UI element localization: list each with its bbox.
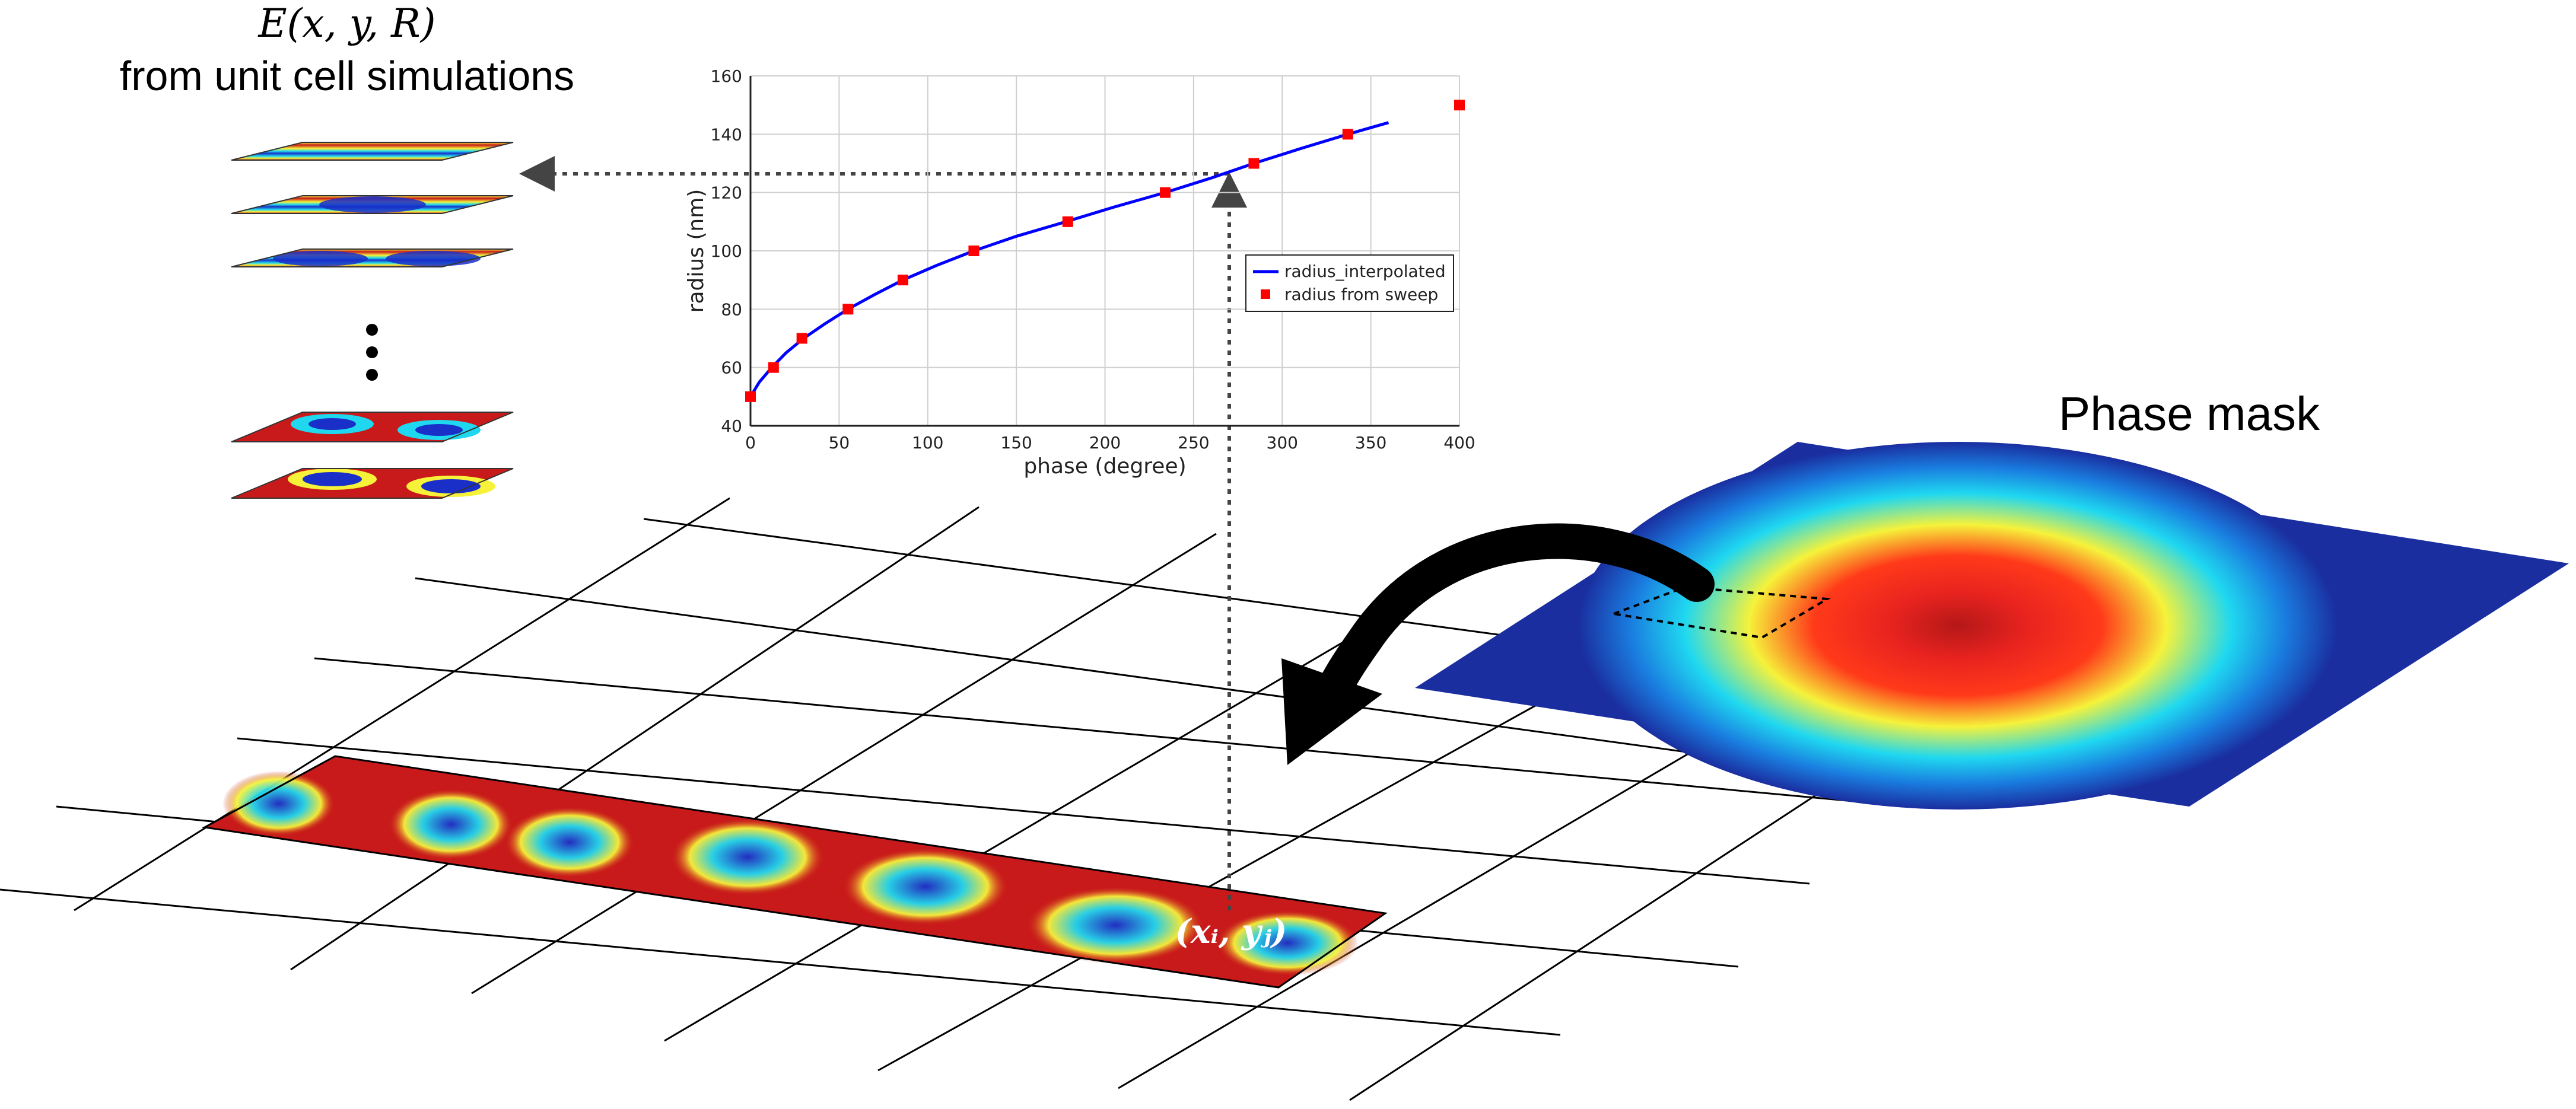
field-title: E(x, y, R)	[257, 1, 435, 46]
x-tick-label: 50	[829, 433, 850, 452]
x-tick-label: 400	[1443, 433, 1475, 452]
ellipsis-dot	[366, 369, 378, 381]
data-point	[1342, 129, 1353, 140]
data-point	[745, 391, 756, 402]
strip-blobs	[222, 771, 1359, 976]
x-tick-label: 200	[1089, 433, 1121, 452]
field-slice	[231, 142, 514, 161]
data-point	[768, 362, 779, 373]
field-slice	[231, 412, 514, 442]
field-subtitle: from unit cell simulations	[120, 53, 574, 99]
y-tick-label: 100	[711, 241, 742, 261]
coordinate-label: (xᵢ, yⱼ)	[1175, 912, 1287, 951]
phase-mask	[1415, 442, 2569, 810]
data-point	[842, 304, 854, 315]
legend-box	[1245, 254, 1454, 312]
phase-mask-label: Phase mask	[2059, 387, 2320, 440]
x-tick-label: 100	[912, 433, 943, 452]
x-tick-label: 250	[1178, 433, 1209, 452]
legend-label: radius from sweep	[1284, 285, 1438, 304]
data-point	[796, 333, 807, 344]
x-tick-label: 300	[1267, 433, 1298, 452]
x-tick-label: 150	[1000, 433, 1032, 452]
field-slice	[231, 468, 514, 499]
y-tick-label: 120	[711, 183, 742, 203]
y-tick-label: 80	[721, 299, 742, 319]
legend-marker-swatch	[1261, 289, 1270, 299]
data-point	[1248, 158, 1260, 169]
data-point	[968, 246, 979, 256]
series-line	[749, 121, 1389, 398]
x-tick-label: 0	[745, 433, 756, 452]
y-tick-label: 40	[721, 416, 742, 436]
data-point	[1454, 100, 1465, 111]
field-slice	[231, 195, 514, 214]
data-point	[1160, 187, 1171, 198]
field-strip	[202, 755, 1388, 989]
y-axis-label: radius (nm)	[684, 189, 708, 313]
data-point	[897, 275, 908, 286]
x-axis-label: phase (degree)	[1023, 454, 1186, 479]
radius-phase-chart: 0 50 100 150 200 250 300 350 400 40 60 80 100 120 140 1…	[684, 66, 1475, 479]
field-slice-stack	[231, 142, 514, 499]
y-tick-label: 60	[721, 358, 742, 378]
x-tick-label: 350	[1355, 433, 1386, 452]
legend-label: radius_interpolated	[1284, 262, 1446, 281]
ellipsis-dot	[366, 346, 378, 358]
y-tick-label: 140	[711, 125, 742, 144]
y-tick-label: 160	[711, 66, 742, 86]
field-slice	[231, 248, 514, 267]
data-point	[1062, 216, 1073, 227]
mapping-arrow	[1281, 523, 1715, 765]
ellipsis-dot	[366, 324, 378, 336]
